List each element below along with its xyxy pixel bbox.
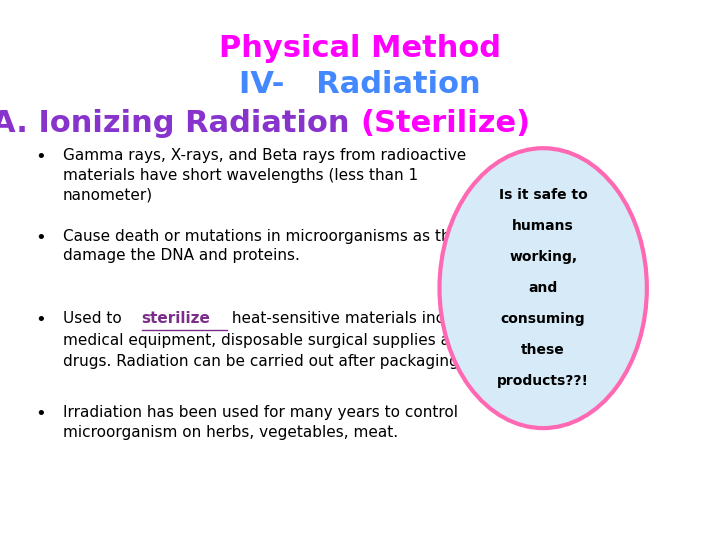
Text: •: • — [35, 312, 46, 329]
Text: Cause death or mutations in microorganisms as they
damage the DNA and proteins.: Cause death or mutations in microorganis… — [63, 228, 469, 264]
Text: Physical Method: Physical Method — [219, 34, 501, 63]
Text: these: these — [521, 343, 565, 357]
Text: •: • — [35, 228, 46, 247]
Text: IV-   Radiation: IV- Radiation — [239, 70, 481, 99]
Text: (Sterilize): (Sterilize) — [360, 109, 530, 138]
Text: A. Ionizing Radiation: A. Ionizing Radiation — [0, 109, 360, 138]
Text: heat-sensitive materials including: heat-sensitive materials including — [227, 312, 491, 327]
Text: Used to: Used to — [63, 312, 127, 327]
Text: Irradiation has been used for many years to control
microorganism on herbs, vege: Irradiation has been used for many years… — [63, 405, 458, 440]
Text: Gamma rays, X-rays, and Beta rays from radioactive
materials have short waveleng: Gamma rays, X-rays, and Beta rays from r… — [63, 148, 466, 203]
Text: consuming: consuming — [501, 312, 585, 326]
Text: products??!: products??! — [498, 374, 589, 388]
Text: •: • — [35, 148, 46, 166]
Ellipse shape — [439, 148, 647, 428]
Text: and: and — [528, 281, 558, 295]
Text: Is it safe to: Is it safe to — [499, 188, 588, 202]
Text: drugs. Radiation can be carried out after packaging.: drugs. Radiation can be carried out afte… — [63, 354, 464, 369]
Text: medical equipment, disposable surgical supplies and: medical equipment, disposable surgical s… — [63, 333, 469, 348]
Text: •: • — [35, 405, 46, 423]
Text: sterilize: sterilize — [142, 312, 210, 327]
Text: working,: working, — [509, 250, 577, 264]
Text: humans: humans — [513, 219, 574, 233]
